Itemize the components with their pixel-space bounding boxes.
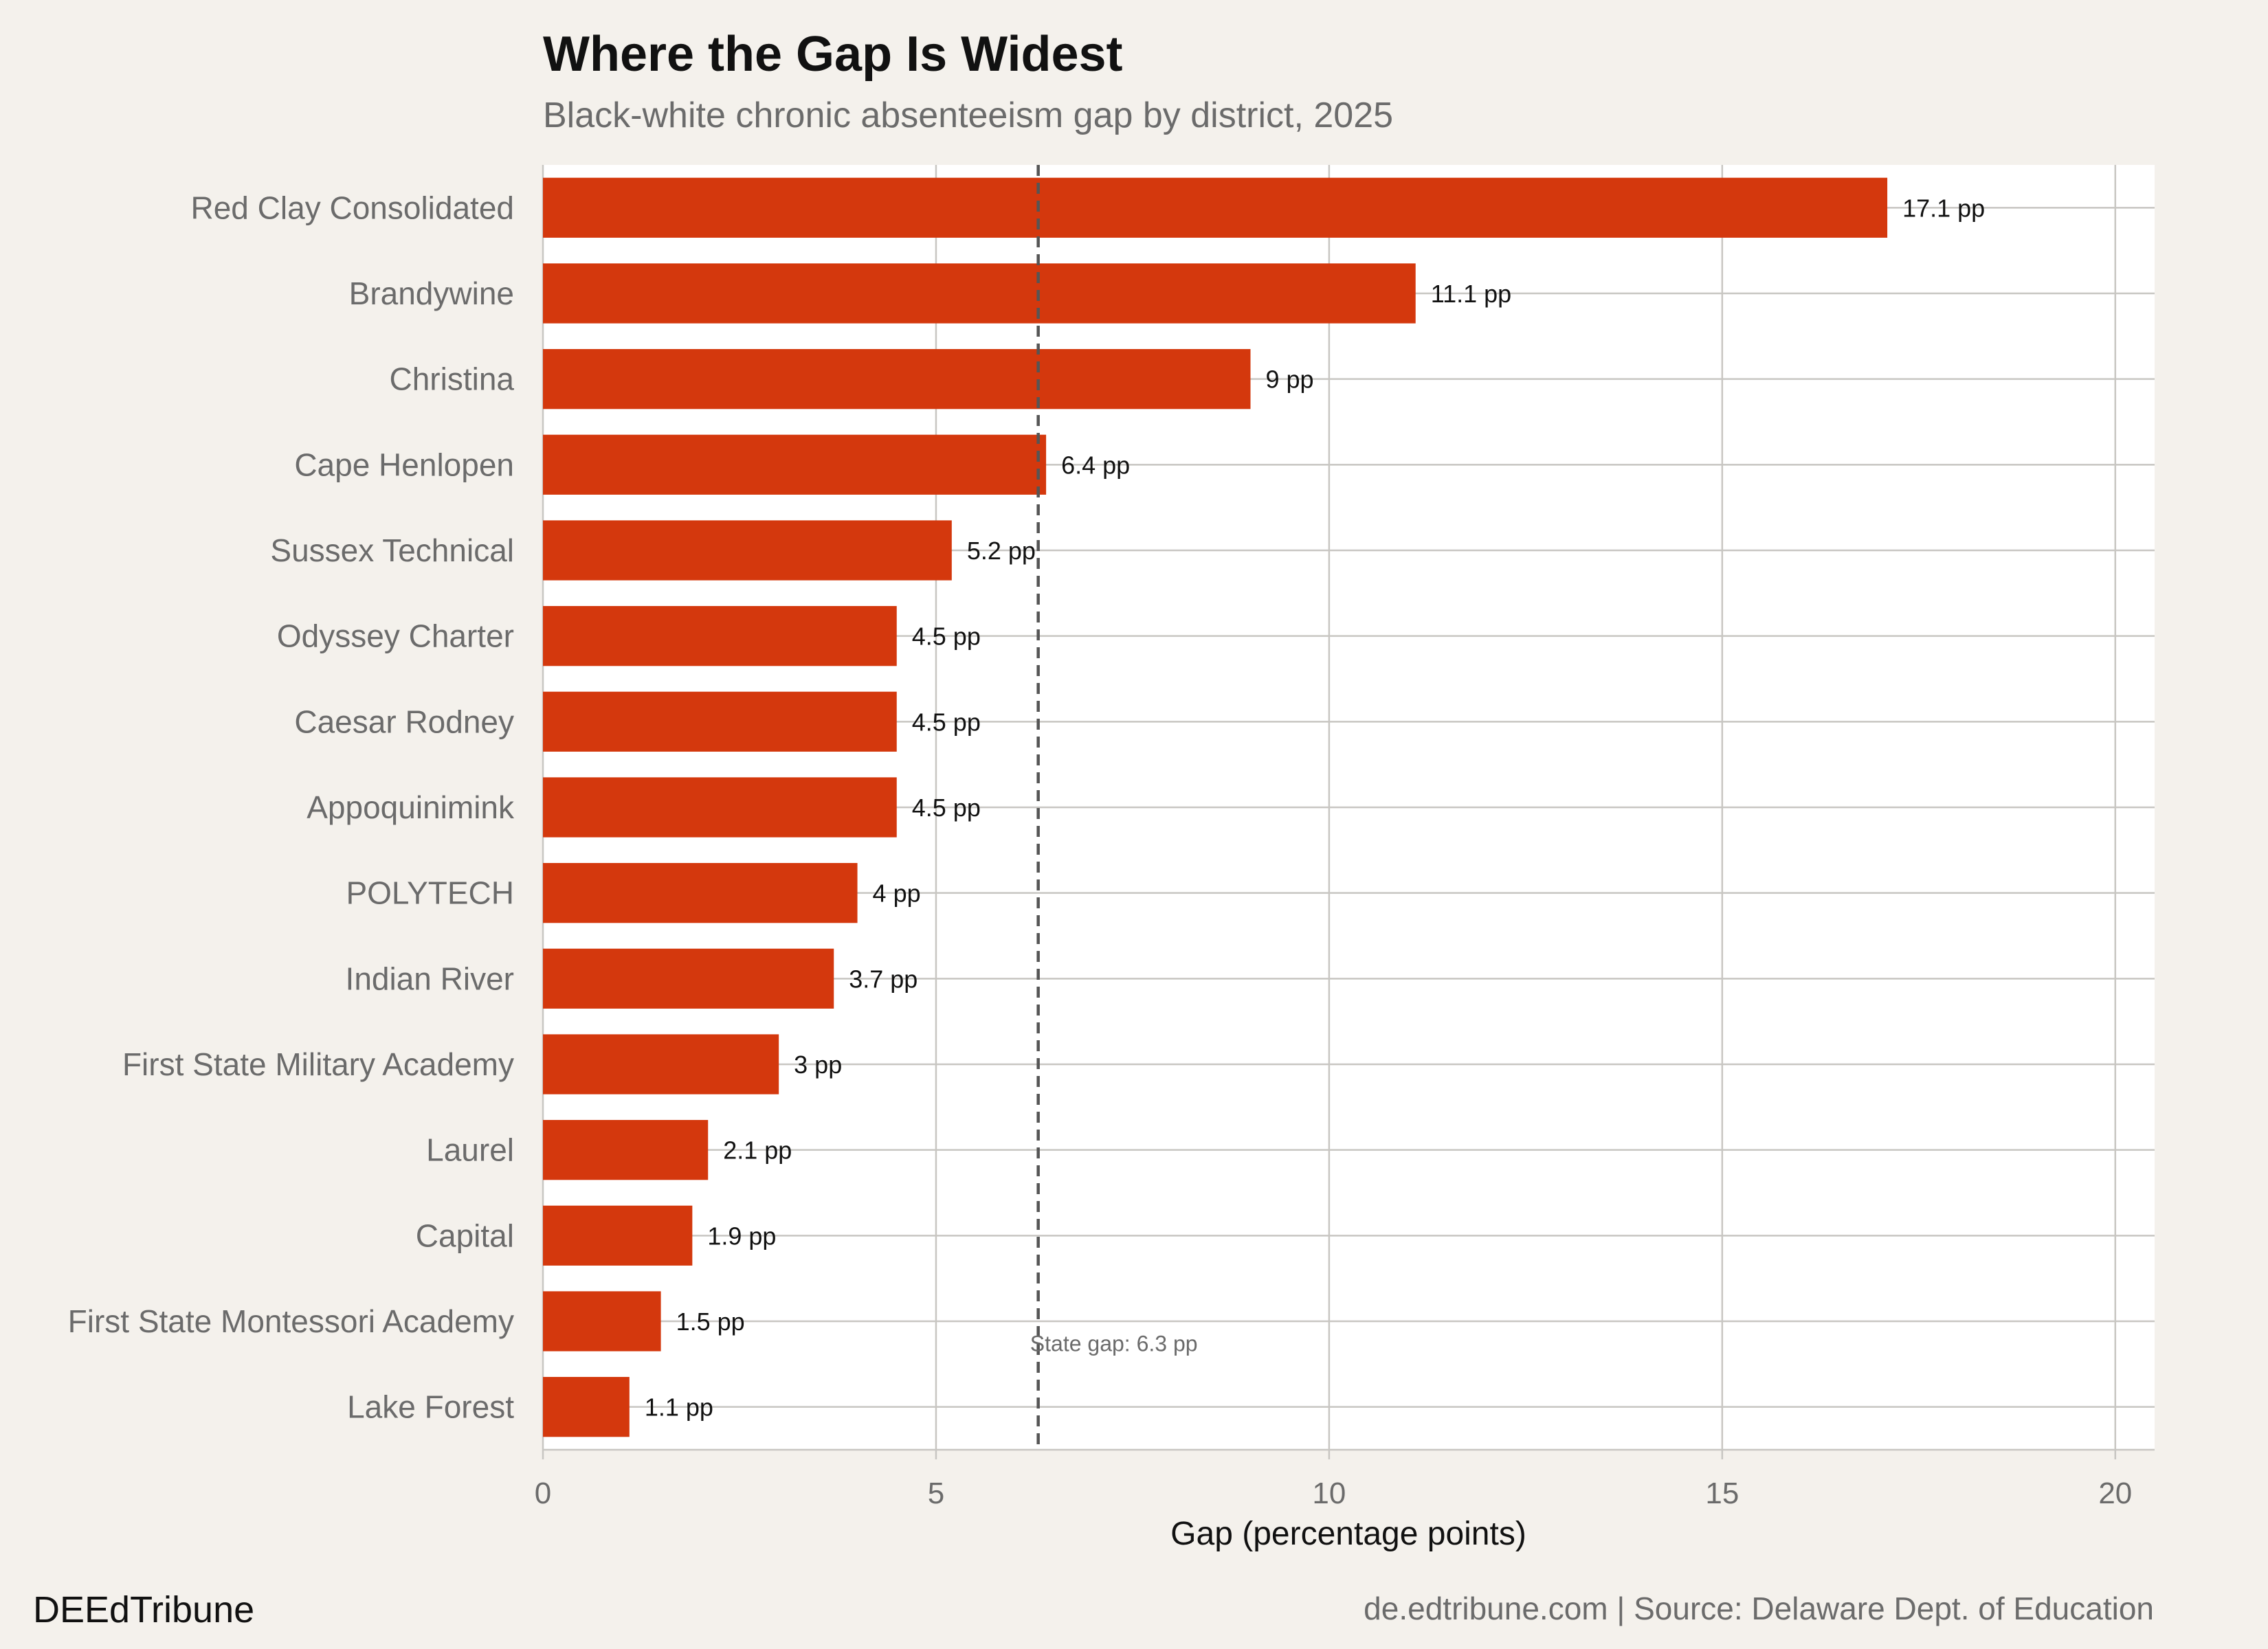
- bar-value-label: 1.5 pp: [676, 1308, 745, 1336]
- category-label: Sussex Technical: [270, 532, 514, 568]
- bar-value-label: 11.1 pp: [1431, 280, 1511, 308]
- x-tick-label: 15: [1705, 1477, 1739, 1510]
- category-label: First State Montessori Academy: [68, 1303, 514, 1339]
- category-label: Odyssey Charter: [277, 618, 514, 654]
- source-note: de.edtribune.com | Source: Delaware Dept…: [1364, 1591, 2154, 1626]
- bar-value-label: 3 pp: [794, 1051, 842, 1079]
- bar: [543, 863, 858, 923]
- bar: [543, 1205, 693, 1266]
- bar: [543, 1034, 779, 1095]
- category-label: Christina: [389, 361, 514, 397]
- bar: [543, 1291, 661, 1351]
- labels: 17.1 pp Red Clay Consolidated 11.1 pp Brand…: [68, 190, 1986, 1424]
- grid: [542, 165, 2155, 1450]
- reference-line-group: State gap: 6.3 pp: [1030, 165, 1198, 1450]
- bar: [543, 520, 952, 581]
- x-axis-ticks: 0 5 10 15 20: [535, 1448, 2155, 1510]
- category-label: Lake Forest: [347, 1389, 514, 1425]
- category-label: Capital: [416, 1218, 514, 1253]
- bar: [543, 177, 1888, 238]
- bar: [543, 948, 834, 1009]
- bar-value-label: 4.5 pp: [912, 622, 981, 651]
- category-label: POLYTECH: [346, 875, 514, 911]
- bar-value-label: 1.9 pp: [707, 1222, 776, 1250]
- category-label: Brandywine: [349, 276, 514, 311]
- bar-value-label: 4 pp: [873, 879, 921, 908]
- bars: [543, 177, 1888, 1437]
- category-label: Appoquinimink: [307, 789, 515, 825]
- reference-line-label: State gap: 6.3 pp: [1030, 1332, 1198, 1356]
- chart-title: Where the Gap Is Widest: [543, 27, 1123, 82]
- x-axis-title: Gap (percentage points): [1170, 1516, 1526, 1552]
- bar-value-label: 17.1 pp: [1902, 194, 1985, 222]
- bar: [543, 1120, 709, 1180]
- x-tick-label: 10: [1312, 1477, 1346, 1510]
- bar-value-label: 5.2 pp: [967, 537, 1036, 565]
- bar-value-label: 9 pp: [1266, 366, 1314, 394]
- category-label: Laurel: [426, 1132, 514, 1168]
- bar-chart: State gap: 6.3 pp 17.1 pp Red Clay Consol…: [68, 165, 2155, 1552]
- x-tick-label: 0: [535, 1477, 551, 1510]
- category-label: Cape Henlopen: [294, 447, 514, 482]
- bar-value-label: 2.1 pp: [723, 1136, 792, 1165]
- bar-value-label: 3.7 pp: [849, 965, 918, 993]
- bar: [543, 434, 1047, 495]
- bar: [543, 606, 897, 666]
- brand-logo-text: DEEdTribune: [33, 1589, 255, 1630]
- bar: [543, 691, 897, 752]
- bar: [543, 263, 1416, 324]
- bar-value-label: 1.1 pp: [645, 1393, 713, 1422]
- bar: [543, 1377, 630, 1437]
- category-label: First State Military Academy: [122, 1046, 514, 1082]
- x-tick-label: 20: [2098, 1477, 2132, 1510]
- x-tick-label: 5: [928, 1477, 944, 1510]
- chart-subtitle: Black-white chronic absenteeism gap by d…: [543, 96, 1394, 135]
- category-label: Caesar Rodney: [294, 704, 514, 739]
- bar-value-label: 4.5 pp: [912, 708, 981, 736]
- bar-value-label: 4.5 pp: [912, 794, 981, 822]
- category-label: Indian River: [346, 961, 514, 996]
- bar: [543, 349, 1251, 410]
- category-label: Red Clay Consolidated: [191, 190, 515, 225]
- bar: [543, 777, 897, 838]
- bar-value-label: 6.4 pp: [1061, 451, 1130, 479]
